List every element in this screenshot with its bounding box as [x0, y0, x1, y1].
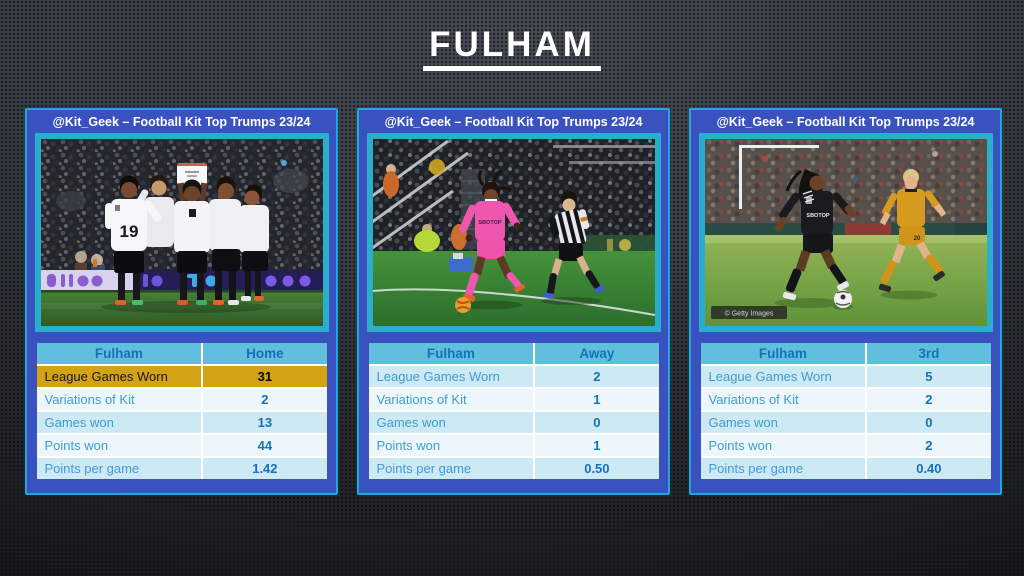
- table-row: Points per game 0.50: [368, 458, 659, 479]
- table-header-row: Fulham Home: [36, 343, 327, 366]
- goal-frame: [738, 145, 819, 209]
- kit-column-header: Away: [535, 343, 659, 364]
- sideline-figures: [413, 224, 473, 272]
- card-header: @Kit_Geek – Football Kit Top Trumps 23/2…: [716, 115, 975, 129]
- photo-credit-badge: © Getty Images: [710, 306, 787, 319]
- kit-stats-table: Fulham 3rd League Games Worn 5 Variation…: [700, 343, 991, 479]
- stat-value: 31: [203, 366, 327, 387]
- stat-value: 0.40: [867, 458, 991, 479]
- photo-credit: © Getty Images: [724, 310, 773, 318]
- stat-label: Games won: [700, 412, 868, 433]
- stand-details: [382, 145, 655, 255]
- table-row: Games won 13: [36, 412, 327, 435]
- page-title: FULHAM: [423, 27, 601, 71]
- table-row: League Games Worn 31: [36, 366, 327, 389]
- card-header: @Kit_Geek – Football Kit Top Trumps 23/2…: [52, 115, 311, 129]
- kit-stats-table: Fulham Away League Games Worn 2 Variatio…: [368, 343, 659, 479]
- stat-label: Games won: [368, 412, 536, 433]
- table-row: League Games Worn 2: [368, 366, 659, 389]
- fulham-away-player: SBOTOP: [453, 170, 525, 310]
- newcastle-player: [540, 191, 605, 305]
- top-trumps-card-third: @Kit_Geek – Football Kit Top Trumps 23/2…: [689, 108, 1002, 495]
- card-header: @Kit_Geek – Football Kit Top Trumps 23/2…: [384, 115, 643, 129]
- table-row: Points won 1: [368, 435, 659, 458]
- photo-frame: SBOTOP: [366, 133, 661, 332]
- table-row: Games won 0: [700, 412, 991, 435]
- stat-value: 0: [867, 412, 991, 433]
- away-kit-photo: SBOTOP: [372, 139, 655, 326]
- table-row: Variations of Kit 2: [700, 389, 991, 412]
- stat-value: 0: [535, 412, 659, 433]
- stat-label: Points per game: [368, 458, 536, 479]
- stat-label: Points won: [36, 435, 204, 456]
- stat-value: 1: [535, 389, 659, 410]
- stat-label: League Games Worn: [36, 366, 204, 387]
- top-trumps-card-home: @Kit_Geek – Football Kit Top Trumps 23/2…: [25, 108, 338, 495]
- match-ball: [832, 290, 853, 310]
- stat-label: League Games Worn: [700, 366, 868, 387]
- stat-value: 1.42: [203, 458, 327, 479]
- team-column-header: Fulham: [368, 343, 536, 364]
- team-column-header: Fulham: [36, 343, 204, 364]
- stadium-railings: [372, 139, 469, 250]
- cards-row: @Kit_Geek – Football Kit Top Trumps 23/2…: [25, 108, 1002, 495]
- table-row: Variations of Kit 2: [36, 389, 327, 412]
- table-header-row: Fulham Away: [368, 343, 659, 366]
- table-header-row: Fulham 3rd: [700, 343, 991, 366]
- wolves-player: 20: [878, 169, 946, 300]
- title-row: FULHAM: [0, 27, 1024, 71]
- kit-column-header: 3rd: [867, 343, 991, 364]
- kit-stats-table: Fulham Home League Games Worn 31 Variati…: [36, 343, 327, 479]
- stat-label: Variations of Kit: [36, 389, 204, 410]
- table-row: Games won 0: [368, 412, 659, 435]
- home-kit-photo: 19: [40, 139, 323, 326]
- stat-value: 44: [203, 435, 327, 456]
- stat-label: Variations of Kit: [368, 389, 536, 410]
- stat-value: 2: [867, 389, 991, 410]
- players-celebrating: 19: [100, 163, 271, 313]
- top-trumps-card-away: @Kit_Geek – Football Kit Top Trumps 23/2…: [357, 108, 670, 495]
- stat-value: 0.50: [535, 458, 659, 479]
- photo-frame: SBOTOP: [698, 133, 993, 332]
- stat-label: Points per game: [700, 458, 868, 479]
- table-row: Variations of Kit 1: [368, 389, 659, 412]
- stat-value: 2: [535, 366, 659, 387]
- stat-value: 2: [203, 389, 327, 410]
- jersey-number: 19: [119, 222, 138, 241]
- third-kit-photo: SBOTOP: [704, 139, 987, 326]
- photo-frame: 19: [34, 133, 329, 332]
- stat-label: Variations of Kit: [700, 389, 868, 410]
- shirt-sponsor: SBOTOP: [478, 220, 501, 226]
- kit-column-header: Home: [203, 343, 327, 364]
- stat-value: 2: [867, 435, 991, 456]
- stat-label: Points won: [700, 435, 868, 456]
- team-column-header: Fulham: [700, 343, 868, 364]
- match-ball: [454, 297, 471, 313]
- stat-label: Games won: [36, 412, 204, 433]
- table-row: Points per game 0.40: [700, 458, 991, 479]
- table-row: Points per game 1.42: [36, 458, 327, 479]
- table-row: Points won 2: [700, 435, 991, 458]
- opponent-number: 20: [913, 236, 920, 242]
- hoarding-band: [704, 223, 987, 237]
- table-row: Points won 44: [36, 435, 327, 458]
- stat-label: Points per game: [36, 458, 204, 479]
- stat-label: Points won: [368, 435, 536, 456]
- stat-label: League Games Worn: [368, 366, 536, 387]
- stat-value: 1: [535, 435, 659, 456]
- fulham-third-player: SBOTOP: [774, 169, 857, 308]
- shirt-sponsor: SBOTOP: [806, 213, 829, 219]
- stat-value: 5: [867, 366, 991, 387]
- table-row: League Games Worn 5: [700, 366, 991, 389]
- stat-value: 13: [203, 412, 327, 433]
